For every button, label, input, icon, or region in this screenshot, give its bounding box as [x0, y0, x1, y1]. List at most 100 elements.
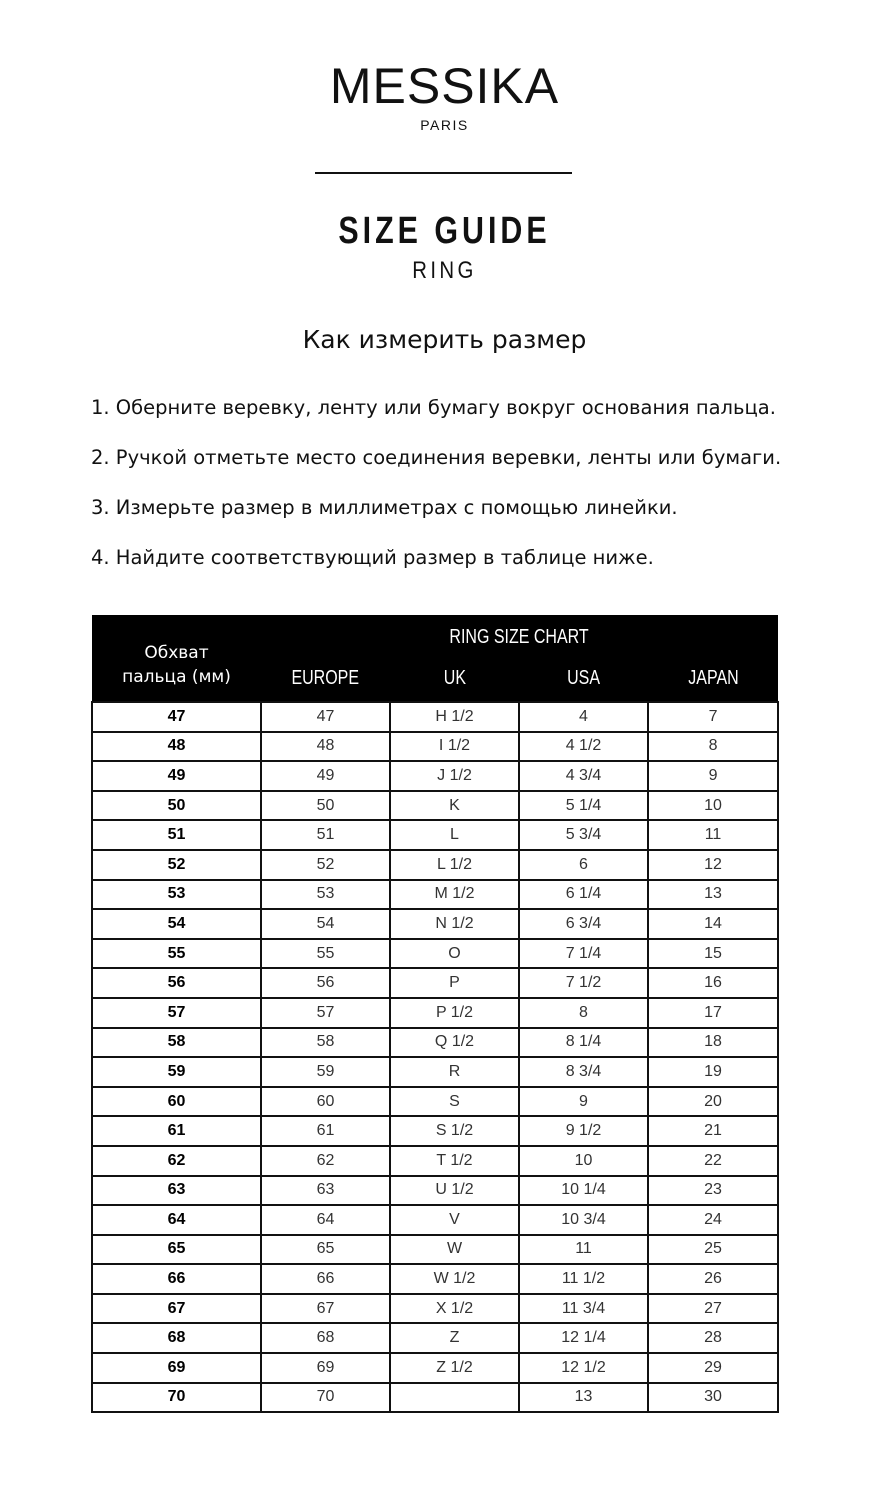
cell-mm: 65 [91, 1233, 262, 1266]
cell-uk: S [389, 1085, 520, 1118]
cell-usa: 8 1/4 [518, 1026, 649, 1059]
cell-europe: 50 [260, 789, 391, 822]
cell-uk: W 1/2 [389, 1263, 520, 1295]
brand-sub: PARIS [420, 117, 469, 133]
cell-japan: 24 [646, 1204, 780, 1236]
header-europe: EUROPE [291, 666, 360, 689]
cell-usa: 6 3/4 [518, 908, 649, 940]
divider [315, 172, 572, 174]
cell-japan: 10 [646, 789, 780, 822]
cell-japan: 11 [646, 819, 780, 851]
table-row: 47 47 H 1/2 4 7 [91, 701, 780, 733]
table-row: 69 69 Z 1/2 12 1/2 29 [91, 1352, 780, 1384]
cell-japan: 27 [646, 1292, 780, 1325]
cell-europe: 63 [260, 1174, 391, 1207]
cell-usa: 4 3/4 [518, 760, 649, 792]
cell-mm: 61 [91, 1115, 262, 1147]
cell-usa: 13 [518, 1381, 649, 1414]
cell-japan: 28 [646, 1322, 780, 1355]
cell-japan: 8 [646, 730, 780, 763]
table-row: 54 54 N 1/2 6 3/4 14 [91, 908, 780, 940]
header-usa: USA [567, 666, 600, 689]
cell-uk: Z [389, 1322, 520, 1355]
cell-usa: 11 1/2 [518, 1263, 649, 1295]
cell-japan: 25 [646, 1233, 780, 1266]
ring-size-table: Обхват пальца (мм) RING SIZE CHART EUROP… [91, 615, 780, 1414]
cell-mm: 50 [91, 789, 262, 822]
cell-mm: 54 [91, 908, 262, 940]
cell-europe: 60 [260, 1085, 391, 1118]
cell-usa: 12 1/2 [518, 1352, 649, 1384]
cell-japan: 22 [646, 1144, 780, 1177]
cell-europe: 58 [260, 1026, 391, 1059]
cell-mm: 70 [91, 1381, 262, 1414]
cell-europe: 52 [260, 848, 391, 881]
cell-europe: 66 [260, 1263, 391, 1295]
cell-mm: 68 [91, 1322, 262, 1355]
cell-japan: 13 [646, 878, 780, 911]
table-row: 57 57 P 1/2 8 17 [91, 996, 780, 1029]
cell-uk: L 1/2 [389, 848, 520, 881]
cell-japan: 19 [646, 1056, 780, 1088]
page-title: SIZE GUIDE [338, 210, 551, 252]
cell-uk: O [389, 937, 520, 970]
table-row: 62 62 T 1/2 10 22 [91, 1144, 780, 1177]
cell-mm: 47 [91, 701, 262, 733]
table-row: 55 55 O 7 1/4 15 [91, 937, 780, 970]
cell-uk: I 1/2 [389, 730, 520, 763]
cell-uk: T 1/2 [389, 1144, 520, 1177]
cell-uk: L [389, 819, 520, 851]
table-row: 61 61 S 1/2 9 1/2 21 [91, 1115, 780, 1147]
cell-europe: 68 [260, 1322, 391, 1355]
cell-uk: M 1/2 [389, 878, 520, 911]
cell-mm: 66 [91, 1263, 262, 1295]
cell-usa: 10 [518, 1144, 649, 1177]
cell-mm: 64 [91, 1204, 262, 1236]
cell-europe: 64 [260, 1204, 391, 1236]
cell-mm: 62 [91, 1144, 262, 1177]
cell-europe: 59 [260, 1056, 391, 1088]
table-row: 64 64 V 10 3/4 24 [91, 1204, 780, 1236]
cell-mm: 69 [91, 1352, 262, 1384]
cell-japan: 26 [646, 1263, 780, 1295]
brand-logo: MESSIKA [329, 58, 560, 114]
cell-europe: 67 [260, 1292, 391, 1325]
table-row: 48 48 I 1/2 4 1/2 8 [91, 730, 780, 763]
cell-japan: 18 [646, 1026, 780, 1059]
cell-europe: 48 [260, 730, 391, 763]
cell-japan: 9 [646, 760, 780, 792]
cell-europe: 65 [260, 1233, 391, 1266]
table-row: 53 53 M 1/2 6 1/4 13 [91, 878, 780, 911]
header-uk: UK [443, 666, 466, 689]
cell-mm: 56 [91, 967, 262, 999]
cell-usa: 7 1/2 [518, 967, 649, 999]
table-row: 63 63 U 1/2 10 1/4 23 [91, 1174, 780, 1207]
table-row: 58 58 Q 1/2 8 1/4 18 [91, 1026, 780, 1059]
cell-usa: 8 3/4 [518, 1056, 649, 1088]
cell-japan: 29 [646, 1352, 780, 1384]
cell-uk: P 1/2 [389, 996, 520, 1029]
cell-europe: 62 [260, 1144, 391, 1177]
cell-mm: 63 [91, 1174, 262, 1207]
cell-japan: 20 [646, 1085, 780, 1118]
cell-uk: U 1/2 [389, 1174, 520, 1207]
cell-europe: 49 [260, 760, 391, 792]
cell-japan: 23 [646, 1174, 780, 1207]
cell-japan: 17 [646, 996, 780, 1029]
table-row: 51 51 L 5 3/4 11 [91, 819, 780, 851]
cell-usa: 7 1/4 [518, 937, 649, 970]
cell-europe: 55 [260, 937, 391, 970]
cell-usa: 4 [518, 701, 649, 733]
cell-mm: 52 [91, 848, 262, 881]
table-row: 60 60 S 9 20 [91, 1085, 780, 1118]
cell-usa: 9 1/2 [518, 1115, 649, 1147]
cell-europe: 70 [260, 1381, 391, 1414]
cell-uk: R [389, 1056, 520, 1088]
table-row: 52 52 L 1/2 6 12 [91, 848, 780, 881]
steps-list: 1. Оберните веревку, ленту или бумагу во… [91, 396, 781, 596]
cell-uk: X 1/2 [389, 1292, 520, 1325]
cell-usa: 11 [518, 1233, 649, 1266]
header-circumference: Обхват пальца (мм) [92, 615, 261, 702]
cell-japan: 14 [646, 908, 780, 940]
